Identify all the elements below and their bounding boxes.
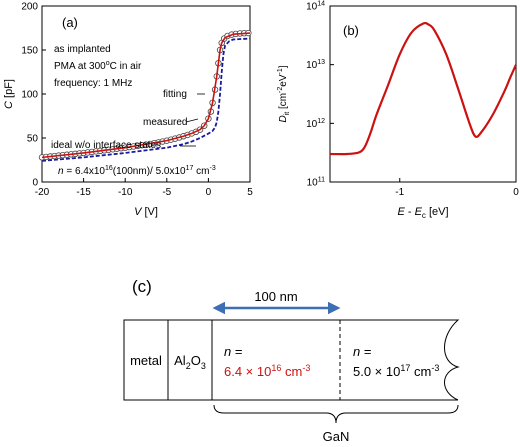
y-tick-label: 0 <box>32 178 38 189</box>
panel-a-label: (a) <box>62 15 78 30</box>
fitting-curve <box>41 32 251 159</box>
panel-a-ylabel: C [pF] <box>3 79 15 109</box>
x-tick-label: -1 <box>395 187 404 198</box>
y-tick-label: 1011 <box>307 177 325 189</box>
panel-b-ylabel: Dit [cm-2eV-1] <box>277 65 291 122</box>
substrate-label: GaN <box>323 429 350 444</box>
x-tick-label: -15 <box>76 187 91 198</box>
region2-concentration: 5.0 × 1017 cm-3 <box>353 363 439 379</box>
y-tick-label: 1012 <box>306 118 325 130</box>
ideal-curve <box>41 37 251 162</box>
dit-line <box>329 21 518 156</box>
x-tick-label: -5 <box>162 187 171 198</box>
oxide-layer: Al2O3 <box>174 353 206 371</box>
region2-n-label: n = <box>353 344 371 359</box>
panel-c: (c) 100 nm metal Al2O3 n = 6.4 × 1016 cm… <box>123 277 460 444</box>
layer-stack-outline <box>123 319 460 401</box>
metal-layer: metal <box>130 353 162 368</box>
width-label: 100 nm <box>254 289 297 304</box>
y-tick-label: 1013 <box>306 59 325 71</box>
note-implanted: as implanted <box>54 44 111 55</box>
y-tick-label: 150 <box>21 46 38 57</box>
fitting-line <box>41 32 251 159</box>
x-tick-label: -20 <box>35 187 50 198</box>
panel-c-label: (c) <box>132 277 152 296</box>
panel-b-frame <box>329 5 517 183</box>
panel-b: -1 0 1011 1012 1013 1014 (b) E - Ec [eV] Dit … <box>277 1 519 221</box>
doping-label: n = 6.4x1016(100nm)/ 5.0x1017 cm-3 <box>58 165 216 177</box>
dit-curve <box>329 21 518 156</box>
y-tick-label: 1014 <box>306 1 325 13</box>
panel-b-xlabel: E - Ec [eV] <box>397 206 448 220</box>
x-tick-label: 5 <box>247 187 253 198</box>
ideal-line <box>41 37 251 162</box>
note-pma: PMA at 300oC in air <box>54 60 142 72</box>
panel-b-ticks: -1 0 1011 1012 1013 1014 <box>306 1 519 199</box>
annotation-ideal: ideal w/o interface states <box>51 140 161 151</box>
x-tick-label: 0 <box>513 187 519 198</box>
region1-concentration: 6.4 × 1016 cm-3 <box>224 363 310 379</box>
x-tick-label: -10 <box>118 187 133 198</box>
y-tick-label: 200 <box>21 2 38 13</box>
y-tick-label: 50 <box>27 134 39 145</box>
note-frequency: frequency: 1 MHz <box>54 78 132 89</box>
x-tick-label: 0 <box>206 187 212 198</box>
gan-brace <box>213 404 459 424</box>
annotation-fitting: fitting <box>163 89 187 100</box>
pointer-measured <box>185 118 199 123</box>
region1-n-label: n = <box>224 344 242 359</box>
annotation-measured: measured <box>143 117 187 128</box>
y-tick-label: 100 <box>21 90 38 101</box>
panel-b-label: (b) <box>343 23 359 38</box>
panel-a-xlabel: V [V] <box>134 206 158 218</box>
